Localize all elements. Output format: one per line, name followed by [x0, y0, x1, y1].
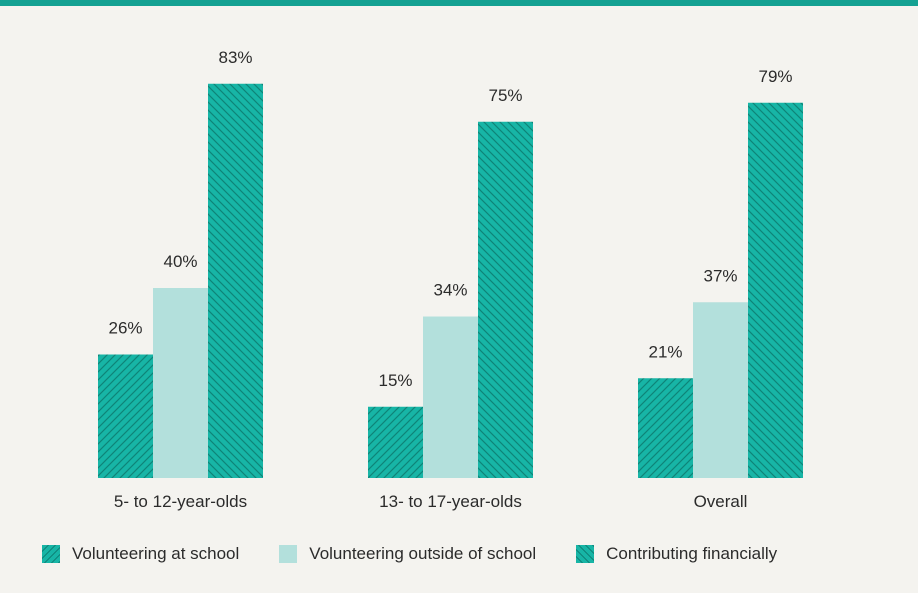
- bar-13-to-17-volunteering-outside-school: [423, 316, 478, 478]
- legend-item-volunteering-at-school: Volunteering at school: [42, 544, 239, 564]
- value-label-overall-contributing-financially: 79%: [758, 67, 792, 86]
- legend-label-contributing-financially: Contributing financially: [606, 544, 778, 563]
- category-label-13-to-17: 13- to 17-year-olds: [379, 492, 522, 511]
- bar-13-to-17-contributing-financially: [478, 121, 533, 478]
- bar-overall-volunteering-outside-school: [693, 302, 748, 478]
- bar-13-to-17-volunteering-at-school: [368, 406, 423, 478]
- bar-5-to-12-volunteering-at-school: [98, 354, 153, 478]
- bars-layer: [98, 83, 803, 478]
- category-labels-layer: 5- to 12-year-olds 13- to 17-year-olds Ove…: [114, 492, 748, 511]
- bar-5-to-12-volunteering-outside-school: [153, 288, 208, 478]
- bar-overall-contributing-financially: [748, 102, 803, 478]
- bar-chart: 26% 40% 83% 15% 34% 75% 21% 37% 79% 5- to 12-yea…: [98, 48, 803, 511]
- legend-swatch-volunteering-at-school: [42, 545, 60, 563]
- legend-swatch-contributing-financially: [576, 545, 595, 563]
- category-label-5-to-12: 5- to 12-year-olds: [114, 492, 247, 511]
- legend-label-volunteering-at-school: Volunteering at school: [72, 544, 240, 563]
- legend-label-volunteering-outside-school: Volunteering outside of school: [309, 544, 537, 563]
- value-label-overall-volunteering-outside-school: 37%: [703, 266, 737, 285]
- bar-overall-volunteering-at-school: [638, 378, 693, 478]
- legend-item-contributing-financially: Contributing financially: [576, 544, 777, 564]
- value-label-13-to-17-contributing-financially: 75%: [488, 86, 522, 105]
- bar-5-to-12-contributing-financially: [208, 83, 263, 478]
- value-labels-layer: 26% 40% 83% 15% 34% 75% 21% 37% 79%: [108, 48, 792, 390]
- legend-swatch-volunteering-outside-school: [279, 545, 298, 563]
- value-label-13-to-17-volunteering-outside-school: 34%: [433, 281, 467, 300]
- category-label-overall: Overall: [694, 492, 748, 511]
- legend: Volunteering at school Volunteering outs…: [42, 544, 777, 564]
- value-label-5-to-12-contributing-financially: 83%: [218, 48, 252, 67]
- value-label-5-to-12-volunteering-outside-school: 40%: [163, 252, 197, 271]
- legend-item-volunteering-outside-school: Volunteering outside of school: [279, 544, 536, 564]
- value-label-13-to-17-volunteering-at-school: 15%: [378, 371, 412, 390]
- value-label-overall-volunteering-at-school: 21%: [648, 342, 682, 361]
- value-label-5-to-12-volunteering-at-school: 26%: [108, 319, 142, 338]
